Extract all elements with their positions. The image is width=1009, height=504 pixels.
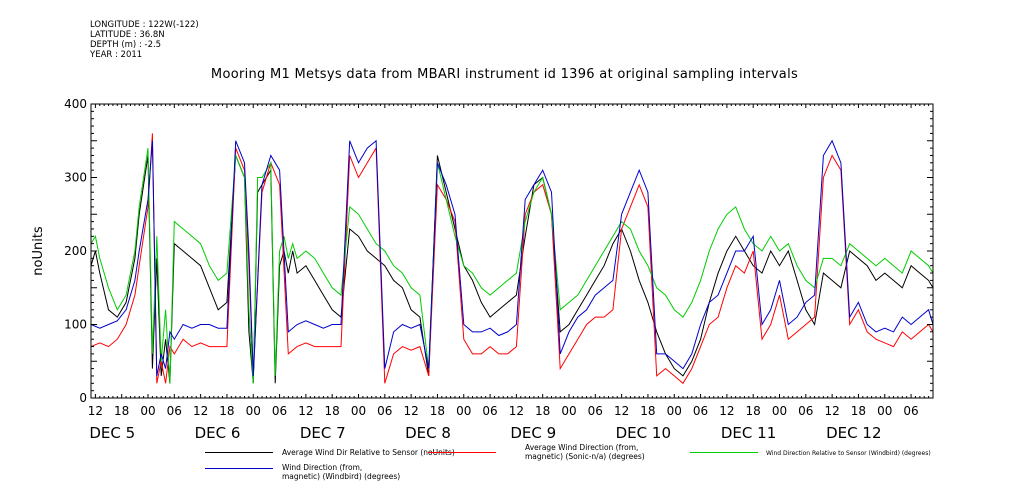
x-tick-label-27: 06 xyxy=(798,404,813,418)
x-tick-label-19: 06 xyxy=(588,404,603,418)
series-line-0 xyxy=(90,155,934,384)
y-tick-label-0: 0 xyxy=(79,391,87,405)
longitude-text: LONGITUDE : 122W(-122) xyxy=(90,20,199,30)
day-label-6: DEC 11 xyxy=(721,424,776,442)
year-text: YEAR : 2011 xyxy=(90,50,143,60)
x-tick-label-22: 00 xyxy=(667,404,682,418)
x-tick-label-11: 06 xyxy=(377,404,392,418)
day-label-5: DEC 10 xyxy=(616,424,671,442)
x-tick-label-6: 00 xyxy=(246,404,261,418)
y-tick-label-4: 400 xyxy=(64,97,87,111)
x-tick-label-24: 12 xyxy=(719,404,734,418)
x-tick-label-29: 18 xyxy=(851,404,866,418)
x-tick-label-31: 06 xyxy=(903,404,918,418)
x-tick-label-13: 18 xyxy=(430,404,445,418)
x-tick-label-10: 00 xyxy=(351,404,366,418)
x-tick-label-14: 00 xyxy=(456,404,471,418)
day-label-1: DEC 6 xyxy=(195,424,241,442)
x-tick-label-5: 18 xyxy=(219,404,234,418)
x-tick-label-0: 12 xyxy=(88,404,103,418)
day-label-0: DEC 5 xyxy=(89,424,135,442)
y-axis-label: noUnits xyxy=(31,226,46,276)
x-tick-label-3: 06 xyxy=(167,404,182,418)
x-tick-label-2: 00 xyxy=(140,404,155,418)
y-tick-label-1: 100 xyxy=(64,318,87,332)
x-tick-label-9: 18 xyxy=(325,404,340,418)
x-tick-label-23: 06 xyxy=(693,404,708,418)
x-tick-label-4: 12 xyxy=(193,404,208,418)
day-label-4: DEC 9 xyxy=(510,424,556,442)
x-tick-label-30: 00 xyxy=(877,404,892,418)
x-tick-label-28: 12 xyxy=(824,404,839,418)
legend-label-2: Wind Direction Relative to Sensor (Windb… xyxy=(766,450,931,457)
x-tick-label-17: 18 xyxy=(535,404,550,418)
series-line-2 xyxy=(90,148,934,384)
x-tick-label-7: 06 xyxy=(272,404,287,418)
x-tick-label-21: 18 xyxy=(640,404,655,418)
legend-swatch-3 xyxy=(205,468,273,469)
x-tick-label-26: 00 xyxy=(772,404,787,418)
legend-swatch-0 xyxy=(205,452,273,453)
depth-text: DEPTH (m) : -2.5 xyxy=(90,40,162,50)
legend-swatch-2 xyxy=(690,452,758,453)
chart-title: Mooring M1 Metsys data from MBARI instru… xyxy=(210,67,799,82)
x-tick-label-12: 12 xyxy=(403,404,418,418)
day-label-2: DEC 7 xyxy=(300,424,346,442)
series-line-3 xyxy=(90,139,934,376)
metadata-block: LONGITUDE : 122W(-122) LATITUDE : 36.8N … xyxy=(90,20,199,60)
plot-frame xyxy=(90,103,934,399)
x-tick-label-18: 00 xyxy=(561,404,576,418)
y-tick-label-3: 300 xyxy=(64,171,87,185)
x-tick-label-16: 12 xyxy=(509,404,524,418)
series-line-1 xyxy=(90,133,934,385)
y-tick-label-2: 200 xyxy=(64,244,87,258)
legend-label-3: Wind Direction (from, magnetic) (Windbird… xyxy=(282,463,401,481)
x-tick-label-20: 12 xyxy=(614,404,629,418)
x-tick-label-8: 12 xyxy=(298,404,313,418)
latitude-text: LATITUDE : 36.8N xyxy=(90,30,165,40)
day-label-7: DEC 12 xyxy=(826,424,881,442)
legend-label-0: Average Wind Dir Relative to Sensor (noU… xyxy=(282,448,455,457)
legend-label-1: Average Wind Direction (from, magnetic) (… xyxy=(525,443,645,461)
legend-swatch-1 xyxy=(428,452,496,453)
x-tick-label-1: 18 xyxy=(114,404,129,418)
x-tick-label-25: 18 xyxy=(746,404,761,418)
x-tick-label-15: 06 xyxy=(482,404,497,418)
day-label-3: DEC 8 xyxy=(405,424,451,442)
